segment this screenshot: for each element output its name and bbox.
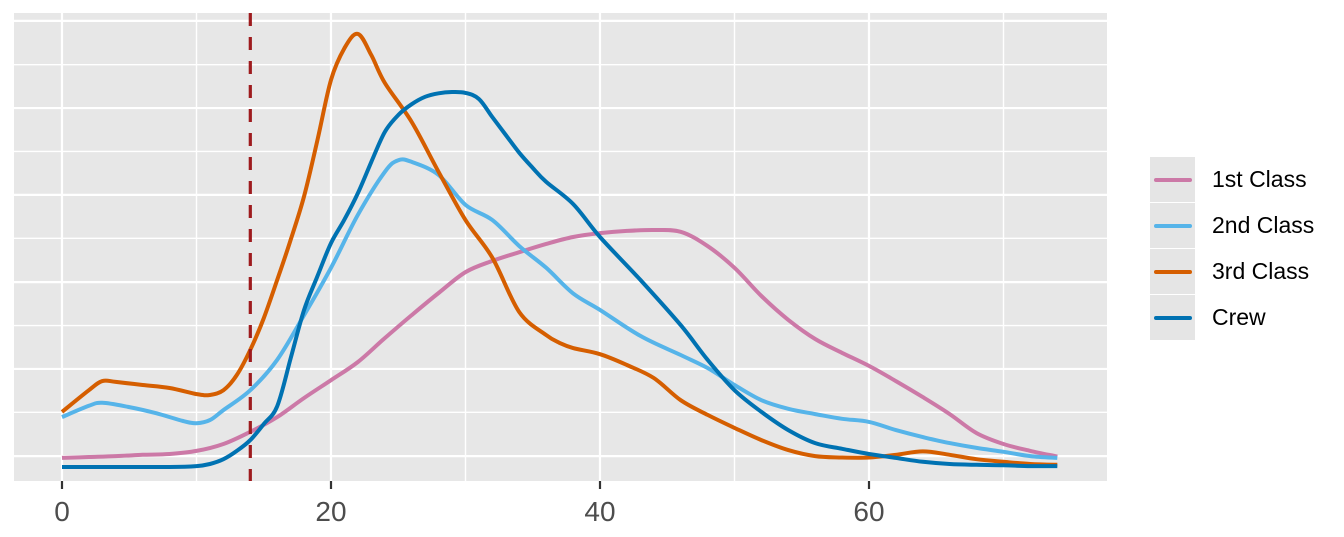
legend-line-icon: [1153, 269, 1192, 274]
legend-line-icon: [1153, 315, 1192, 320]
series-line-crew: [61, 89, 1058, 470]
legend-item: 2nd Class: [1150, 203, 1314, 248]
legend-item: 1st Class: [1150, 157, 1314, 202]
legend: 1st Class 2nd Class 3rd Class Crew: [1150, 157, 1314, 341]
x-axis-tick-label: 40: [584, 496, 615, 527]
x-axis-tick-label: 20: [315, 496, 346, 527]
legend-key-crew: [1150, 295, 1195, 340]
legend-key-3rd-class: [1150, 249, 1195, 294]
legend-label: 3rd Class: [1212, 258, 1310, 284]
legend-line-icon: [1153, 177, 1192, 182]
x-axis-tick-label: 0: [54, 496, 70, 527]
legend-item: 3rd Class: [1150, 249, 1314, 294]
series-line-1st-class: [61, 227, 1058, 460]
legend-key-2nd-class: [1150, 203, 1195, 248]
legend-label: 2nd Class: [1212, 212, 1315, 238]
x-axis-tick-label: 60: [853, 496, 884, 527]
legend-line-icon: [1153, 223, 1192, 228]
series-line-3rd-class: [60, 31, 1058, 467]
legend-label: 1st Class: [1212, 166, 1307, 192]
legend-item: Crew: [1150, 295, 1314, 340]
legend-label: Crew: [1212, 304, 1266, 330]
legend-key-1st-class: [1150, 157, 1195, 202]
series-line-2nd-class: [61, 157, 1058, 460]
